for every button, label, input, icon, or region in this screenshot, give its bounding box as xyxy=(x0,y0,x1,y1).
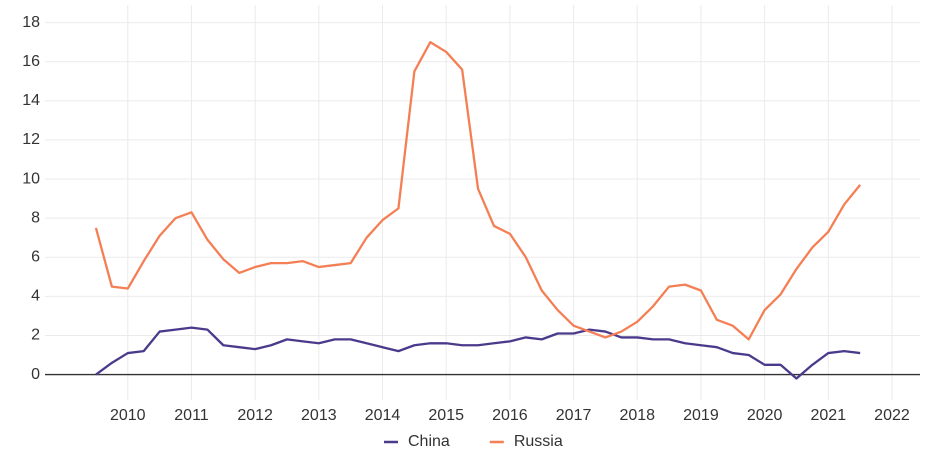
x-tick-label: 2011 xyxy=(174,407,209,424)
y-tick-label: 18 xyxy=(22,14,40,31)
x-tick-label: 2021 xyxy=(811,407,847,424)
legend-label: China xyxy=(408,433,450,450)
y-tick-label: 0 xyxy=(31,366,40,383)
y-tick-label: 4 xyxy=(31,288,40,305)
x-tick-label: 2019 xyxy=(683,407,719,424)
x-tick-label: 2015 xyxy=(428,407,464,424)
x-tick-label: 2022 xyxy=(874,407,910,424)
x-tick-label: 2018 xyxy=(619,407,655,424)
series-line xyxy=(95,326,861,380)
x-tick-label: 2012 xyxy=(237,407,273,424)
y-tick-label: 16 xyxy=(22,53,40,70)
x-tick-label: 2010 xyxy=(110,407,146,424)
x-tick-label: 2013 xyxy=(301,407,337,424)
y-tick-label: 2 xyxy=(31,327,40,344)
series-line xyxy=(94,41,862,341)
y-tick-label: 6 xyxy=(31,248,40,265)
y-tick-label: 8 xyxy=(31,209,40,226)
y-tick-label: 14 xyxy=(22,92,40,109)
y-tick-label: 10 xyxy=(22,170,40,187)
x-tick-label: 2017 xyxy=(556,407,592,424)
legend-label: Russia xyxy=(514,433,563,450)
x-tick-label: 2016 xyxy=(492,407,528,424)
x-tick-label: 2020 xyxy=(747,407,783,424)
y-tick-label: 12 xyxy=(22,131,40,148)
x-tick-label: 2014 xyxy=(365,407,401,424)
